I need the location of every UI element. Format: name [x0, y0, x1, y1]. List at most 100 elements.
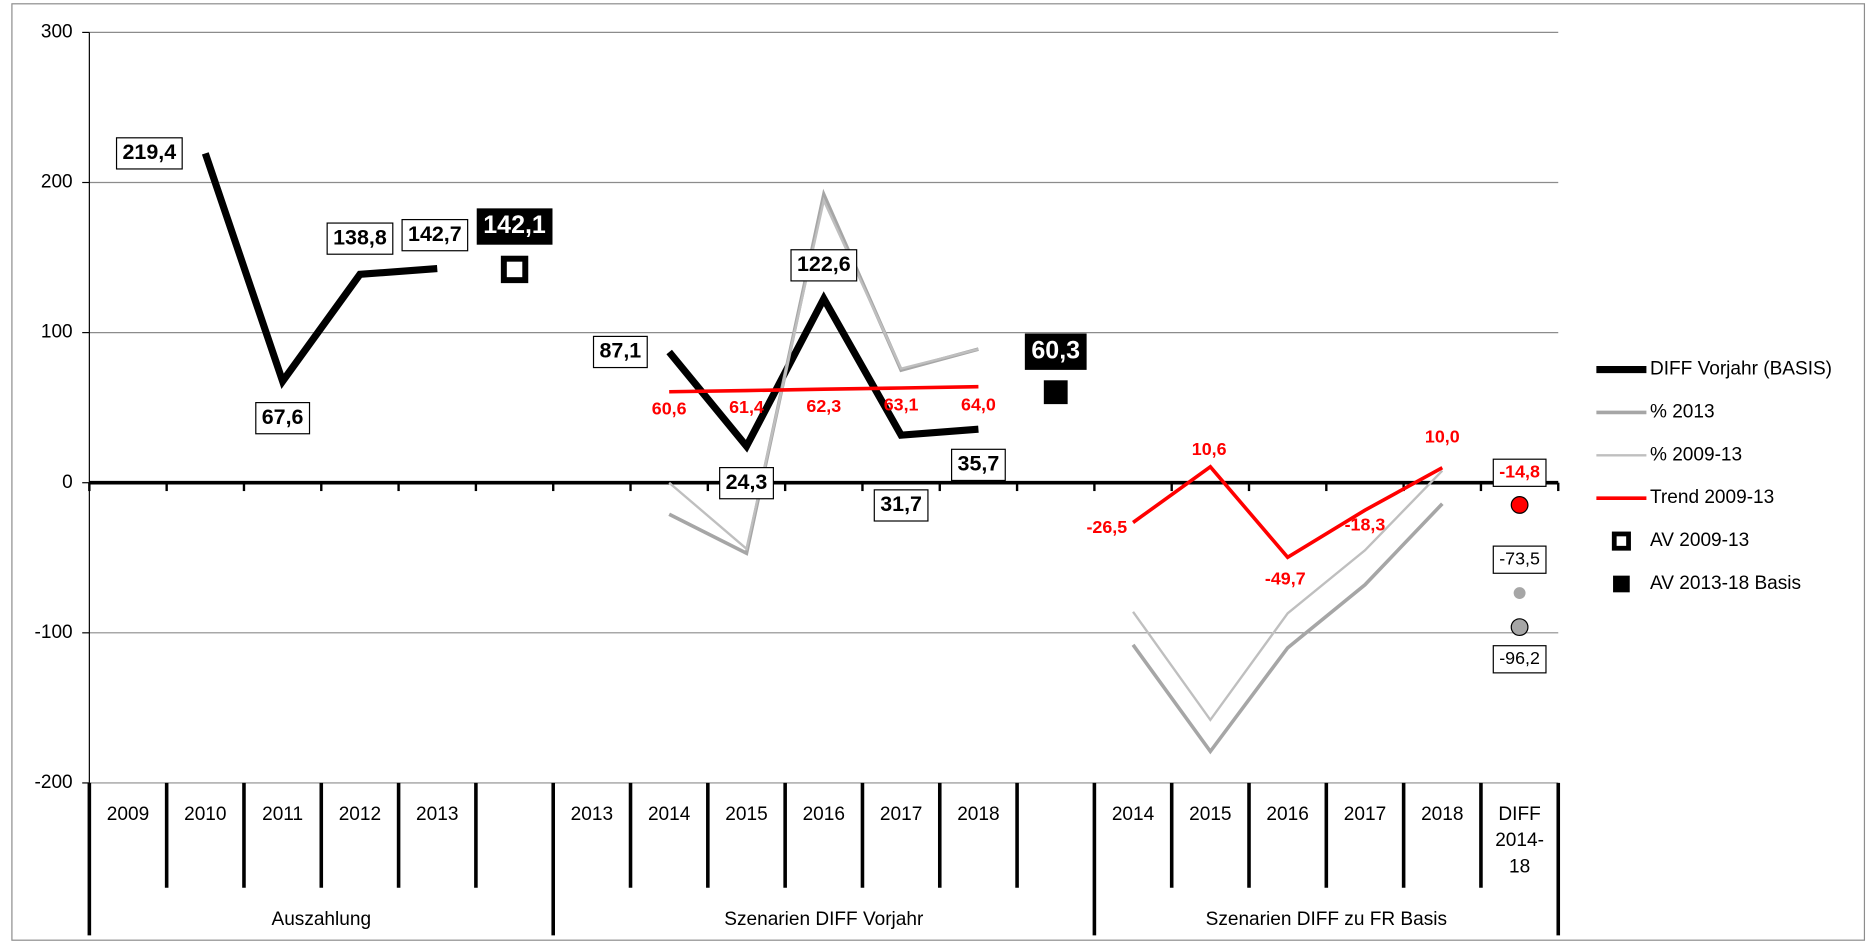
- category-box: 2009: [106, 804, 150, 825]
- legend-swatch: [1611, 531, 1631, 551]
- value-label: 35,7: [958, 452, 1000, 476]
- value-label-group: 142,1: [476, 208, 553, 245]
- y-tick-label: 0: [62, 472, 73, 493]
- value-label-box: [719, 467, 774, 500]
- legend-label: Trend 2009-13: [1650, 487, 1774, 508]
- y-tick-label: -100: [35, 622, 73, 643]
- value-label-group: -96,2: [1492, 645, 1547, 674]
- value-label: 60,6: [652, 398, 687, 418]
- value-label-box: [1492, 545, 1547, 574]
- value-label-group: 31,7: [873, 489, 929, 522]
- category-box: 2015: [725, 804, 768, 825]
- y-tick-label: 300: [41, 21, 73, 42]
- value-label-group: 60,3: [1024, 333, 1087, 370]
- value-label: 138,8: [333, 225, 387, 249]
- x-tick-label: 2012: [338, 804, 382, 825]
- value-label-group: 219,4: [115, 137, 183, 170]
- category-box: 2015: [1189, 804, 1232, 825]
- x-tick-label: 2009: [106, 804, 150, 825]
- x-tick-label: 2010: [184, 804, 227, 825]
- value-label-group: 10,0: [1425, 427, 1460, 447]
- value-label: 67,6: [262, 405, 304, 429]
- value-label-box: [873, 489, 929, 522]
- legend-label: % 2009-13: [1650, 444, 1742, 465]
- x-tick-label: 2011: [262, 804, 304, 825]
- value-label-box: [401, 218, 469, 252]
- group-label: Szenarien DIFF zu FR Basis: [1206, 909, 1447, 930]
- value-label: 122,6: [797, 252, 851, 276]
- x-tick-label: 2017: [879, 804, 923, 825]
- x-tick-label: 2014: [647, 804, 691, 825]
- value-label: 64,0: [961, 394, 996, 414]
- value-label-group: 35,7: [951, 448, 1006, 482]
- value-label-group: -18,3: [1345, 514, 1386, 534]
- y-tick-label: 200: [41, 172, 73, 193]
- x-tick-label: 2015: [725, 804, 768, 825]
- value-label-group: 64,0: [961, 394, 996, 414]
- legend-label: AV 2013-18 Basis: [1650, 573, 1801, 594]
- group-label: Auszahlung: [272, 909, 372, 930]
- x-tick-label: 2016: [802, 804, 845, 825]
- y-tick-label: -200: [35, 772, 73, 793]
- x-tick-label: 2018: [957, 804, 1000, 825]
- series-line: [668, 196, 1444, 722]
- value-label: 31,7: [880, 492, 922, 516]
- value-label: 142,1: [483, 211, 546, 239]
- category-box: 2011: [262, 804, 304, 825]
- value-label: 24,3: [726, 470, 768, 494]
- value-label: 10,0: [1425, 427, 1460, 447]
- x-tick-label: 2016: [1266, 804, 1309, 825]
- value-label: 63,1: [884, 395, 919, 415]
- legend-swatch: [1613, 575, 1630, 593]
- point: [1513, 587, 1526, 600]
- value-label-group: 10,6: [1192, 439, 1227, 459]
- value-label: 61,4: [729, 397, 764, 417]
- point: [1510, 618, 1529, 637]
- series-line: [669, 384, 1444, 560]
- value-label-group: 61,4: [729, 397, 764, 417]
- category-box: 2014: [647, 804, 691, 825]
- x-tick-label: 2013: [570, 804, 614, 825]
- x-tick-label: 2018: [1421, 804, 1464, 825]
- x-tick-label: DIFF 2014- 18: [1495, 804, 1544, 878]
- value-label-group: 87,1: [592, 335, 648, 369]
- value-label: 60,3: [1031, 336, 1080, 364]
- x-tick-label: 2013: [416, 804, 459, 825]
- value-label-box: [1492, 458, 1547, 487]
- value-label-box: [790, 249, 858, 282]
- value-label-group: 24,3: [719, 467, 774, 500]
- value-label-box: [326, 222, 394, 255]
- category-box: 2016: [802, 804, 845, 825]
- value-label-box: [1492, 645, 1547, 674]
- value-label-box: [115, 137, 183, 170]
- category-box: 2014: [1112, 804, 1154, 824]
- value-label: -73,5: [1499, 548, 1540, 568]
- group-label: Szenarien DIFF Vorjahr: [724, 909, 924, 930]
- value-label-box: [255, 402, 311, 435]
- value-label: -18,3: [1345, 514, 1386, 534]
- legend-label: AV 2009-13: [1650, 530, 1749, 551]
- category-box: 2018: [957, 804, 1000, 825]
- value-label-box: [476, 208, 553, 245]
- marker-square: [1043, 380, 1068, 405]
- point: [1510, 496, 1529, 514]
- value-label-group: 62,3: [806, 396, 841, 416]
- value-label: 142,7: [408, 222, 462, 246]
- value-label-group: 60,6: [652, 398, 687, 418]
- value-label-group: 122,6: [790, 249, 858, 282]
- x-tick-label: 2015: [1189, 804, 1232, 825]
- value-label-box: [1024, 333, 1087, 370]
- value-label-group: -14,8: [1492, 458, 1547, 487]
- x-tick-label: 2017: [1343, 804, 1387, 825]
- category-box: 2017: [879, 804, 923, 825]
- value-label-box: [951, 448, 1006, 482]
- value-label-group: 63,1: [884, 395, 919, 415]
- value-label-group: 67,6: [255, 402, 311, 435]
- category-box: 2012: [338, 804, 382, 825]
- value-label: -96,2: [1499, 648, 1540, 668]
- value-label: -26,5: [1086, 517, 1127, 537]
- value-label-group: -73,5: [1492, 545, 1547, 574]
- category-box: 2013: [416, 804, 459, 825]
- value-label-group: 142,7: [401, 218, 469, 252]
- legend-label: DIFF Vorjahr (BASIS): [1650, 359, 1832, 380]
